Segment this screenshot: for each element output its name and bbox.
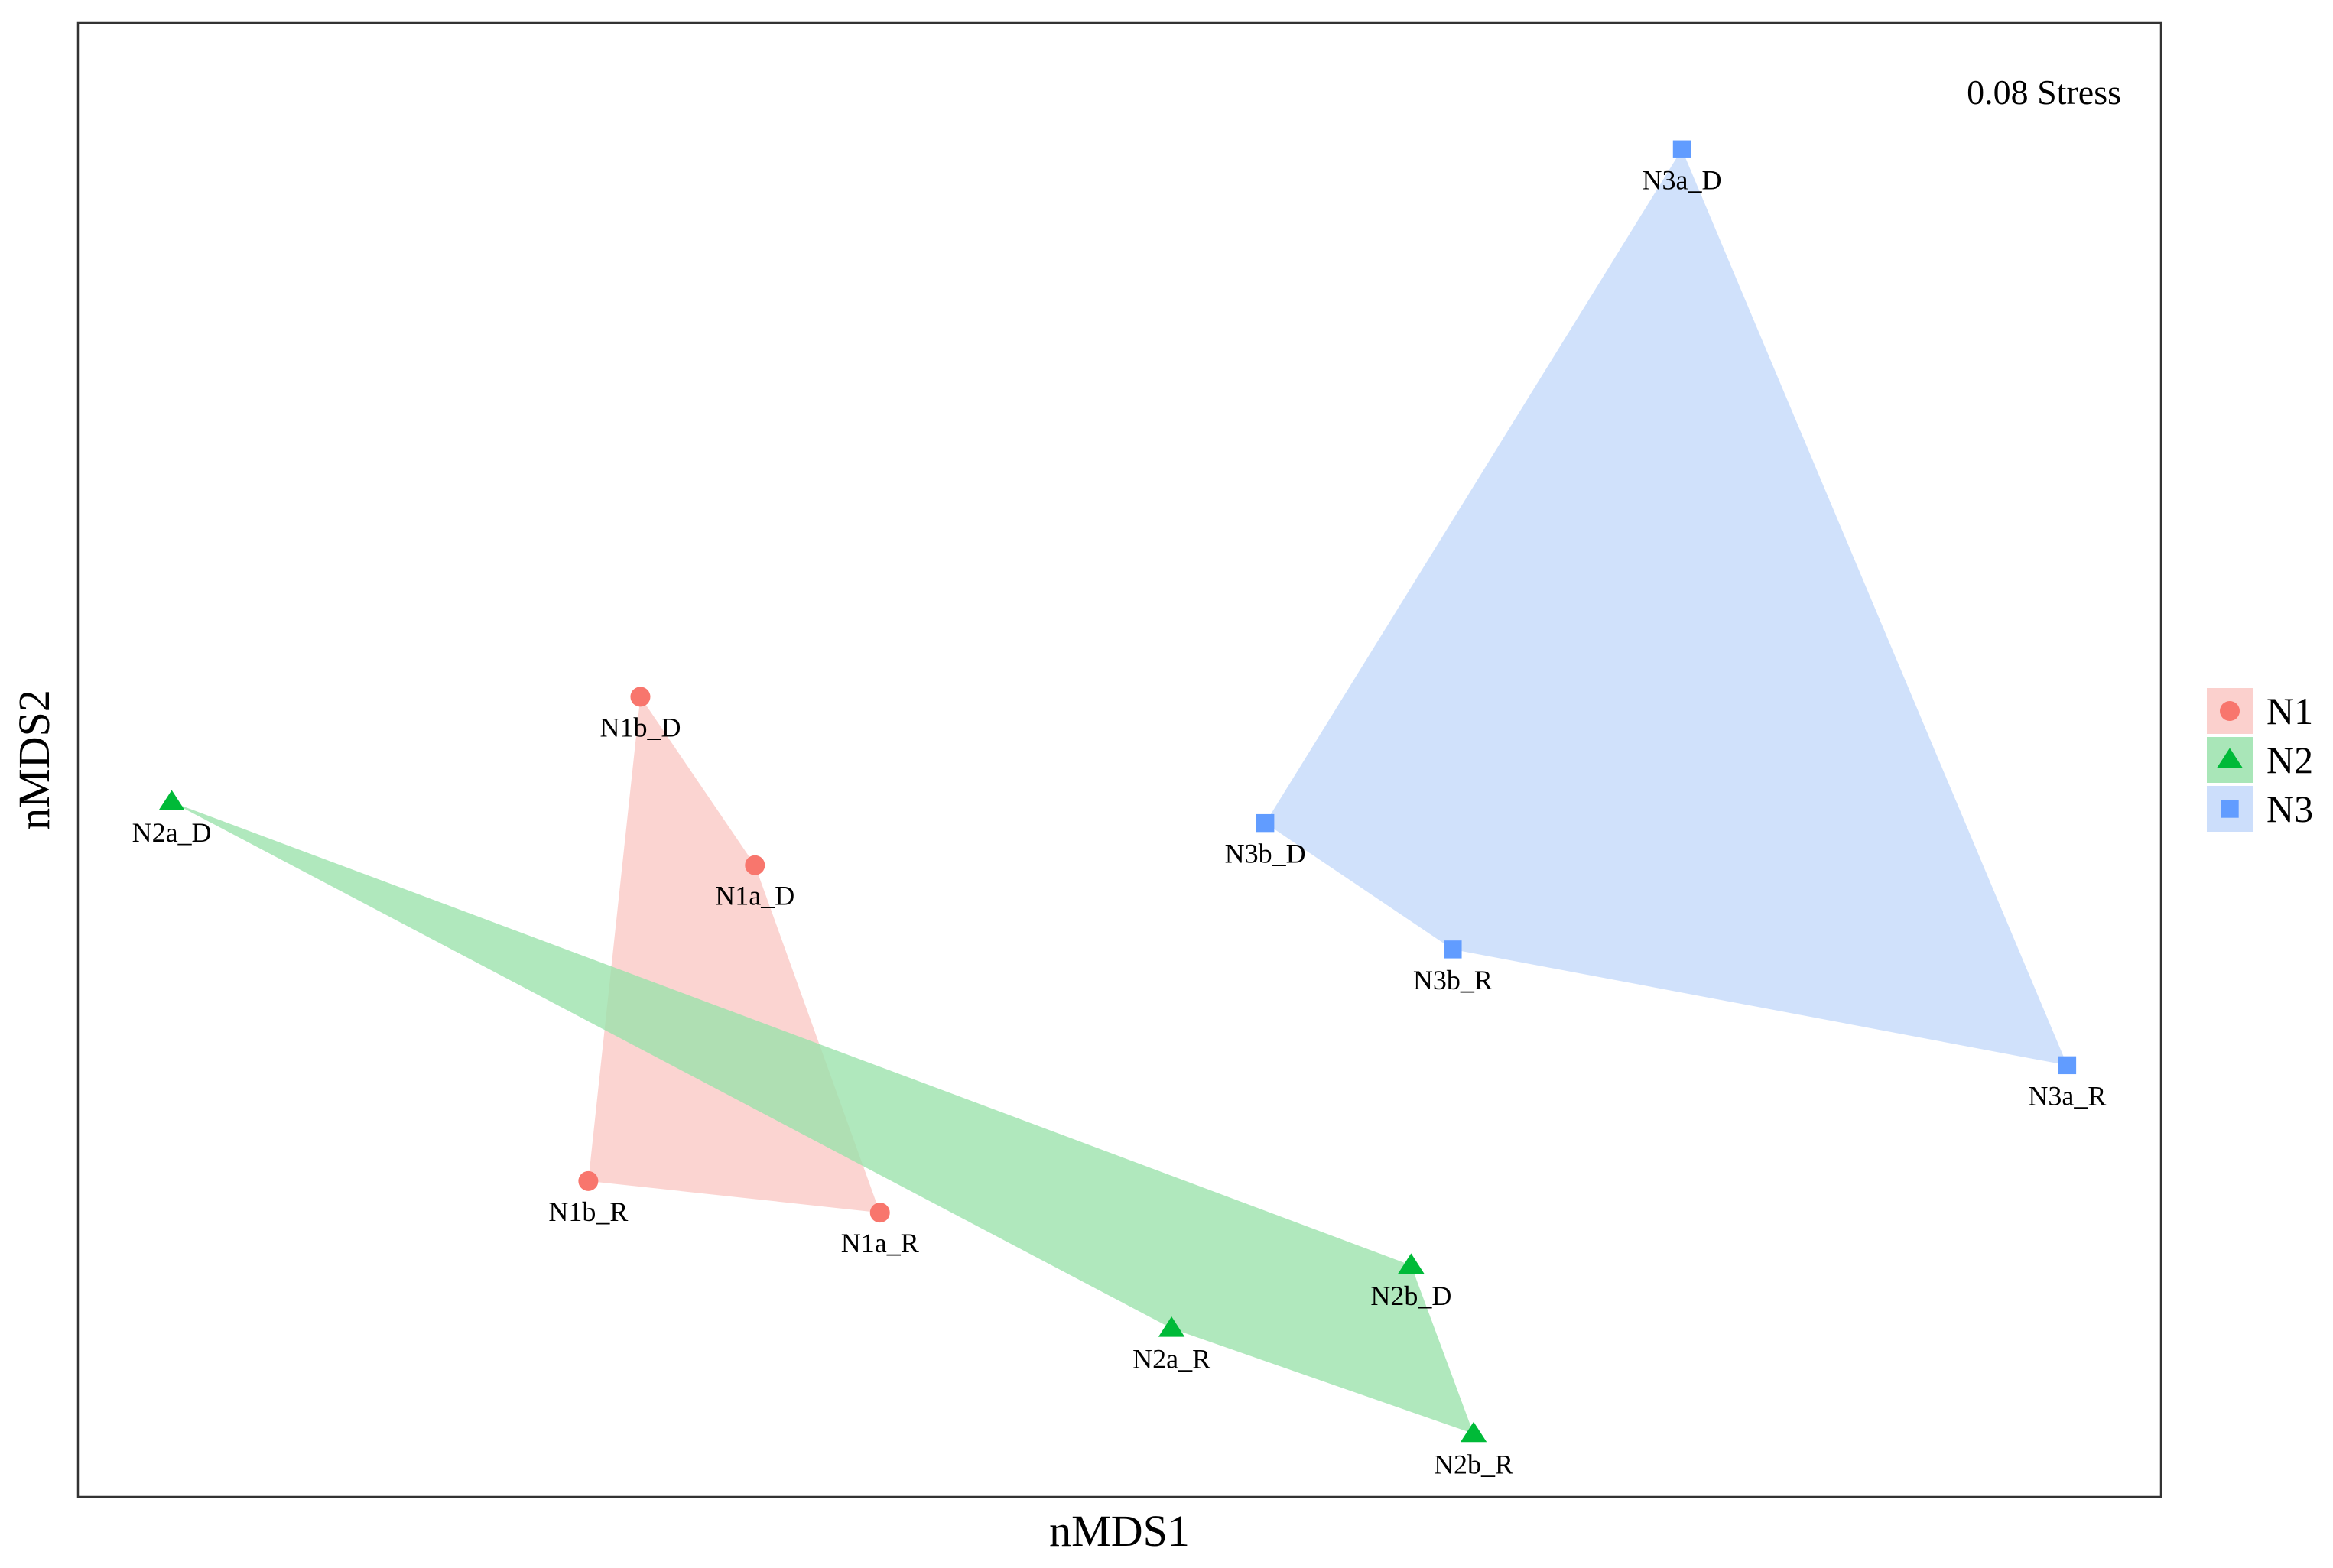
data-point-n2b-r — [1460, 1421, 1487, 1443]
point-label: N3a_R — [2028, 1080, 2106, 1111]
data-point-n3a-r — [2058, 1056, 2077, 1075]
point-label: N2b_R — [1434, 1449, 1513, 1479]
legend-marker-n1 — [2220, 701, 2240, 721]
legend-label-n1: N1 — [2266, 690, 2313, 732]
data-point-n1a-d — [745, 855, 765, 875]
data-point-n3a-d — [1672, 140, 1691, 158]
point-label: N2b_D — [1370, 1281, 1451, 1311]
plot-panel-border — [76, 21, 2162, 1498]
hull-layer — [171, 149, 2068, 1434]
data-point-n1a-r — [869, 1203, 890, 1223]
point-label: N1b_D — [599, 712, 681, 742]
stress-annotation: 0.08 Stress — [1967, 73, 2121, 112]
point-label: N1a_R — [841, 1228, 919, 1258]
legend-label-n2: N2 — [2266, 739, 2313, 781]
hull-n3 — [1265, 149, 2068, 1066]
point-label: N2a_R — [1132, 1344, 1210, 1375]
legend-marker-n3 — [2221, 800, 2239, 818]
legend-marker-n2 — [2216, 748, 2244, 768]
data-point-n3b-r — [1444, 940, 1462, 959]
data-point-n1b-r — [578, 1170, 599, 1191]
point-label: N3a_D — [1642, 164, 1721, 195]
data-point-n2b-d — [1398, 1253, 1425, 1274]
data-point-n2a-r — [1158, 1316, 1185, 1337]
hull-n2 — [171, 802, 1474, 1434]
data-point-n2a-d — [158, 790, 185, 811]
data-point-n3b-d — [1256, 813, 1275, 833]
points-layer — [158, 140, 2077, 1443]
point-labels-layer: N1b_D N1a_D N1b_R N1a_R N2a_D N2a_R N2b_D N2b_R… — [132, 164, 2107, 1479]
legend-label-n3: N3 — [2266, 787, 2313, 830]
y-axis-title: nMDS2 — [9, 690, 59, 830]
data-point-n1b-d — [630, 687, 651, 707]
point-label: N3b_R — [1413, 965, 1493, 995]
point-label: N1b_R — [548, 1196, 628, 1227]
point-label: N1a_D — [715, 881, 794, 911]
point-label: N2a_D — [132, 817, 212, 848]
legend: N1 N2 N3 — [2207, 688, 2313, 832]
x-axis-title: nMDS1 — [1049, 1506, 1190, 1556]
point-label: N3b_D — [1225, 839, 1306, 869]
